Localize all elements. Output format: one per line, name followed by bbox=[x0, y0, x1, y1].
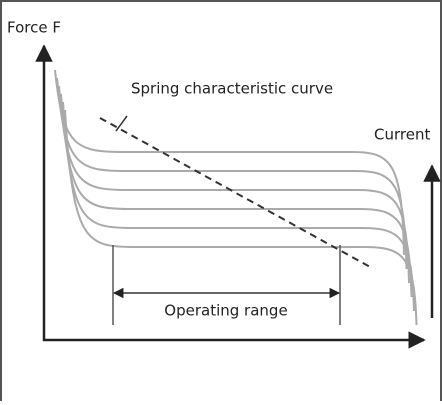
current-label: Current bbox=[374, 126, 430, 144]
spring-line bbox=[99, 117, 373, 269]
spring-label: Spring characteristic curve bbox=[131, 80, 333, 98]
leader-line bbox=[115, 115, 128, 132]
y-axis-label: Force F bbox=[7, 19, 61, 37]
force-curves bbox=[54, 69, 418, 326]
range-label: Operating range bbox=[164, 302, 287, 320]
force-curve bbox=[64, 109, 418, 326]
